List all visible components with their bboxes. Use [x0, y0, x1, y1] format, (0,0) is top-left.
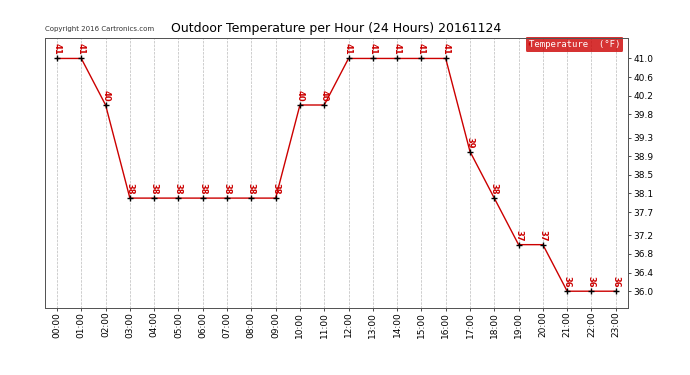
- Text: 41: 41: [368, 44, 377, 55]
- Text: Copyright 2016 Cartronics.com: Copyright 2016 Cartronics.com: [45, 26, 154, 32]
- Text: 38: 38: [490, 183, 499, 195]
- Text: 40: 40: [295, 90, 304, 102]
- Text: 38: 38: [271, 183, 280, 195]
- Legend: Temperature  (°F): Temperature (°F): [526, 37, 623, 52]
- Text: 37: 37: [514, 230, 523, 242]
- Text: 40: 40: [101, 90, 110, 102]
- Text: 40: 40: [319, 90, 328, 102]
- Text: 38: 38: [126, 183, 135, 195]
- Text: 38: 38: [174, 183, 183, 195]
- Text: 38: 38: [223, 183, 232, 195]
- Text: 39: 39: [466, 137, 475, 148]
- Text: 41: 41: [344, 44, 353, 55]
- Text: 41: 41: [441, 44, 450, 55]
- Text: 37: 37: [538, 230, 547, 242]
- Title: Outdoor Temperature per Hour (24 Hours) 20161124: Outdoor Temperature per Hour (24 Hours) …: [171, 22, 502, 35]
- Text: 36: 36: [562, 276, 572, 288]
- Text: 38: 38: [198, 183, 207, 195]
- Text: 41: 41: [417, 44, 426, 55]
- Text: 38: 38: [247, 183, 256, 195]
- Text: 36: 36: [587, 276, 596, 288]
- Text: 41: 41: [393, 44, 402, 55]
- Text: 38: 38: [150, 183, 159, 195]
- Text: 41: 41: [77, 44, 86, 55]
- Text: 41: 41: [52, 44, 61, 55]
- Text: 36: 36: [611, 276, 620, 288]
